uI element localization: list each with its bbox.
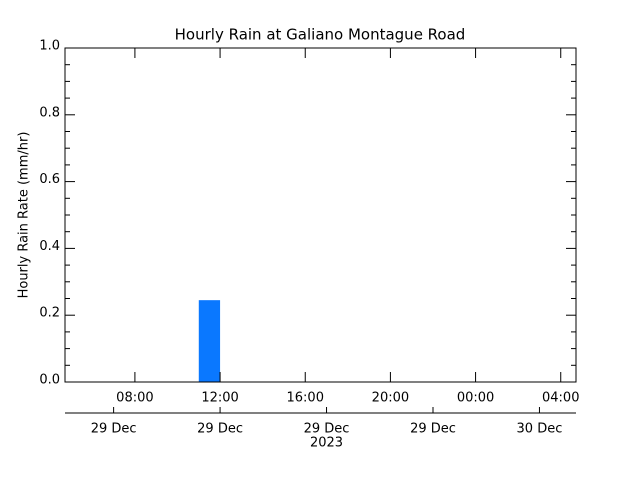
y-tick-label: 0.8: [39, 105, 60, 120]
x2-tick-label: 29 Dec: [410, 422, 456, 437]
x-tick-label: 08:00: [116, 391, 153, 406]
x-tick-label: 20:00: [372, 391, 409, 406]
x-tick-label: 04:00: [542, 391, 579, 406]
x-tick-label: 16:00: [287, 391, 324, 406]
y-tick-label: 0.6: [39, 172, 60, 187]
y-tick-label: 0.2: [39, 306, 60, 321]
x2-year-label: 2023: [310, 436, 343, 451]
y-tick-label: 1.0: [39, 39, 60, 54]
y-axis-label: Hourly Rain Rate (mm/hr): [17, 132, 32, 299]
x2-tick-label: 29 Dec: [197, 422, 243, 437]
x-tick-label: 00:00: [457, 391, 494, 406]
y-tick-label: 0.4: [39, 239, 60, 254]
x2-tick-label: 30 Dec: [517, 422, 563, 437]
y-tick-label: 0.0: [39, 373, 60, 388]
x2-tick-label: 29 Dec: [91, 422, 137, 437]
x2-tick-label: 29 Dec: [304, 422, 350, 437]
chart-title: Hourly Rain at Galiano Montague Road: [175, 26, 466, 44]
bar: [198, 300, 221, 382]
x-tick-label: 12:00: [201, 391, 238, 406]
